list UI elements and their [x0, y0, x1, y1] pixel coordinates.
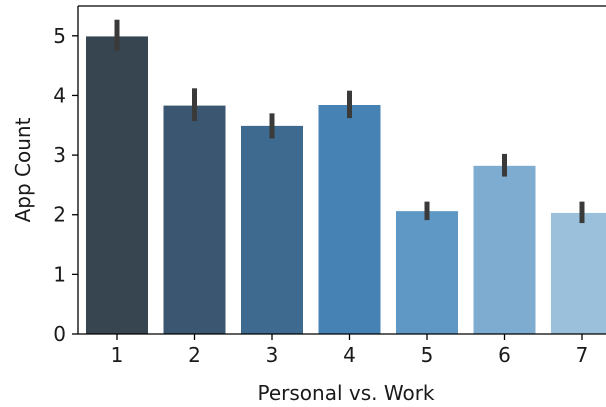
y-tick-label-4: 4	[53, 83, 66, 107]
bar-2	[163, 105, 226, 334]
x-ticks-group: 1 2 3 4 5 6 7	[111, 334, 589, 367]
bar-5	[396, 211, 458, 334]
x-tick-label-4: 4	[343, 343, 356, 367]
x-tick-label-1: 1	[111, 343, 124, 367]
bar-1	[86, 36, 148, 334]
y-tick-label-0: 0	[53, 322, 66, 346]
y-tick-label-5: 5	[53, 24, 66, 48]
bars-group	[86, 36, 606, 335]
axes-group	[77, 5, 606, 335]
x-tick-label-2: 2	[188, 343, 201, 367]
error-bars-group	[114, 19, 585, 224]
bar-4	[318, 104, 381, 334]
y-tick-label-3: 3	[53, 143, 66, 167]
x-tick-label-6: 6	[498, 343, 511, 367]
y-tick-label-2: 2	[53, 203, 66, 227]
bar-6	[473, 165, 536, 334]
x-axis-label: Personal vs. Work	[258, 381, 435, 405]
bar-3	[241, 125, 303, 335]
y-axis-label: App Count	[11, 117, 35, 222]
bar-7	[551, 212, 606, 334]
y-ticks-group: 0 1 2 3 4 5	[53, 24, 78, 346]
x-tick-label-5: 5	[421, 343, 434, 367]
y-tick-label-1: 1	[53, 262, 66, 286]
x-tick-label-3: 3	[266, 343, 279, 367]
x-tick-label-7: 7	[576, 343, 589, 367]
